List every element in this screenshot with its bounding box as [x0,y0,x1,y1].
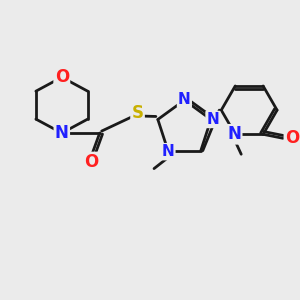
Text: S: S [131,104,143,122]
Text: N: N [207,112,219,127]
Text: O: O [85,153,99,171]
Text: O: O [55,68,69,86]
Text: N: N [227,125,241,143]
Text: N: N [162,144,174,159]
Text: N: N [178,92,191,107]
Text: N: N [55,124,69,142]
Text: O: O [285,129,299,147]
